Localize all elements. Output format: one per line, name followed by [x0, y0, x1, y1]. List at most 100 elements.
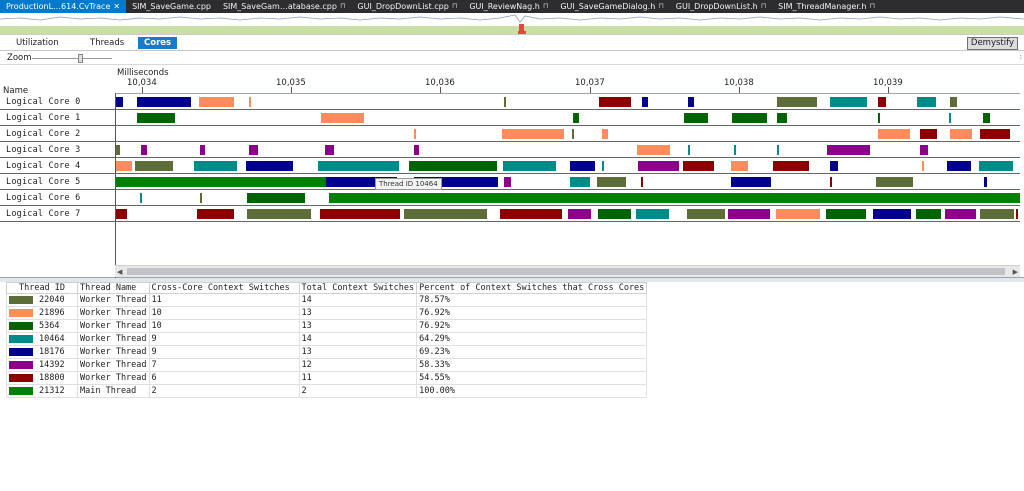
thread-segment[interactable] — [194, 161, 237, 171]
thread-segment[interactable] — [873, 209, 911, 219]
thread-segment[interactable] — [980, 129, 1010, 139]
thread-segment[interactable] — [878, 113, 880, 123]
zoom-slider-track[interactable] — [32, 58, 112, 59]
thread-segment[interactable] — [597, 177, 626, 187]
core-row-3[interactable]: Logical Core 3 — [0, 142, 1020, 158]
thread-segment[interactable] — [570, 161, 595, 171]
thread-segment[interactable] — [642, 97, 648, 107]
thread-segment[interactable] — [878, 129, 910, 139]
thread-segment[interactable] — [247, 209, 311, 219]
column-header-cross-core[interactable]: Cross-Core Context Switches — [148, 282, 300, 294]
thread-segment[interactable] — [826, 209, 866, 219]
scroll-right-icon[interactable]: ▶ — [1012, 268, 1018, 276]
table-row[interactable]: 18176 Worker Thread 9 13 69.23% — [6, 345, 648, 359]
thread-segment[interactable] — [917, 97, 936, 107]
thread-segment[interactable] — [637, 145, 670, 155]
thread-segment[interactable] — [500, 209, 562, 219]
selection-marker[interactable] — [519, 24, 524, 31]
thread-segment[interactable] — [325, 145, 334, 155]
thread-segment[interactable] — [503, 161, 556, 171]
column-header-thread-id[interactable]: Thread ID — [6, 282, 78, 294]
thread-segment[interactable] — [321, 113, 364, 123]
thread-segment[interactable] — [950, 129, 972, 139]
table-row[interactable]: 5364 Worker Thread 10 13 76.92% — [6, 319, 648, 333]
thread-segment[interactable] — [116, 209, 127, 219]
thread-segment[interactable] — [246, 161, 293, 171]
thread-segment[interactable] — [504, 177, 511, 187]
thread-segment[interactable] — [247, 193, 305, 203]
tab-gui-dropdownlist-h[interactable]: GUI_DropDownList.h ⊓ — [670, 0, 772, 13]
thread-segment[interactable] — [734, 145, 736, 155]
thread-segment[interactable] — [687, 209, 725, 219]
thread-segment[interactable] — [983, 113, 990, 123]
thread-segment[interactable] — [636, 209, 669, 219]
thread-segment[interactable] — [731, 161, 748, 171]
thread-segment[interactable] — [602, 129, 608, 139]
thread-segment[interactable] — [137, 113, 175, 123]
thread-segment[interactable] — [320, 209, 400, 219]
core-row-5[interactable]: Logical Core 5 — [0, 174, 1020, 190]
core-row-1[interactable]: Logical Core 1 — [0, 110, 1020, 126]
thread-segment[interactable] — [116, 177, 326, 187]
thread-segment[interactable] — [329, 193, 1020, 203]
utilization-overview[interactable] — [0, 13, 1024, 35]
tab-cores[interactable]: Cores — [138, 37, 178, 49]
thread-segment[interactable] — [504, 97, 506, 107]
thread-segment[interactable] — [404, 209, 487, 219]
thread-segment[interactable] — [116, 161, 132, 171]
thread-segment[interactable] — [876, 177, 913, 187]
table-row[interactable]: 14392 Worker Thread 7 12 58.33% — [6, 358, 648, 372]
table-row[interactable]: 10464 Worker Thread 9 14 64.29% — [6, 332, 648, 346]
thread-segment[interactable] — [638, 161, 679, 171]
thread-segment[interactable] — [200, 193, 202, 203]
thread-segment[interactable] — [1016, 209, 1018, 219]
thread-segment[interactable] — [199, 97, 234, 107]
scrollbar-thumb[interactable] — [127, 268, 1005, 275]
tab-gui-savegamedialog-h[interactable]: GUI_SaveGameDialog.h ⊓ — [554, 0, 669, 13]
thread-segment[interactable] — [830, 161, 838, 171]
thread-segment[interactable] — [502, 129, 564, 139]
thread-segment[interactable] — [980, 209, 1014, 219]
thread-segment[interactable] — [570, 177, 590, 187]
thread-segment[interactable] — [141, 145, 147, 155]
thread-segment[interactable] — [688, 97, 694, 107]
pin-icon[interactable]: ⊓ — [542, 2, 549, 10]
thread-segment[interactable] — [318, 161, 399, 171]
tab-utilization[interactable]: Utilization — [16, 38, 59, 48]
thread-segment[interactable] — [920, 129, 937, 139]
thread-segment[interactable] — [945, 209, 976, 219]
thread-segment[interactable] — [573, 113, 579, 123]
pin-icon[interactable]: ⊓ — [658, 2, 664, 10]
thread-segment[interactable] — [949, 113, 951, 123]
thread-segment[interactable] — [979, 161, 1013, 171]
zoom-slider-thumb[interactable] — [78, 54, 83, 63]
column-header-percent[interactable]: Percent of Context Switches that Cross C… — [416, 282, 648, 294]
thread-segment[interactable] — [326, 177, 397, 187]
thread-segment[interactable] — [728, 209, 770, 219]
thread-segment[interactable] — [137, 97, 191, 107]
core-row-4[interactable]: Logical Core 4 — [0, 158, 1020, 174]
thread-segment[interactable] — [414, 145, 419, 155]
pin-icon[interactable]: ⊓ — [760, 2, 767, 10]
thread-segment[interactable] — [140, 193, 142, 203]
thread-segment[interactable] — [641, 177, 643, 187]
pin-icon[interactable]: ⊓ — [339, 2, 346, 10]
table-row[interactable]: 22040 Worker Thread 11 14 78.57% — [6, 293, 648, 307]
thread-segment[interactable] — [683, 161, 714, 171]
column-header-thread-name[interactable]: Thread Name — [77, 282, 150, 294]
thread-segment[interactable] — [777, 97, 817, 107]
thread-segment[interactable] — [878, 97, 886, 107]
table-row[interactable]: 21312 Main Thread 2 2 100.00% — [6, 384, 648, 398]
thread-segment[interactable] — [830, 97, 867, 107]
horizontal-scrollbar[interactable]: ◀ ▶ — [115, 265, 1020, 277]
thread-segment[interactable] — [776, 209, 820, 219]
thread-segment[interactable] — [602, 161, 604, 171]
thread-segment[interactable] — [414, 129, 416, 139]
tab-threads[interactable]: Threads — [90, 38, 125, 48]
thread-segment[interactable] — [922, 161, 924, 171]
thread-segment[interactable] — [830, 177, 832, 187]
table-row[interactable]: 21896 Worker Thread 10 13 76.92% — [6, 306, 648, 320]
thread-segment[interactable] — [116, 97, 123, 107]
thread-segment[interactable] — [249, 97, 251, 107]
panel-splitter[interactable] — [0, 278, 1024, 282]
